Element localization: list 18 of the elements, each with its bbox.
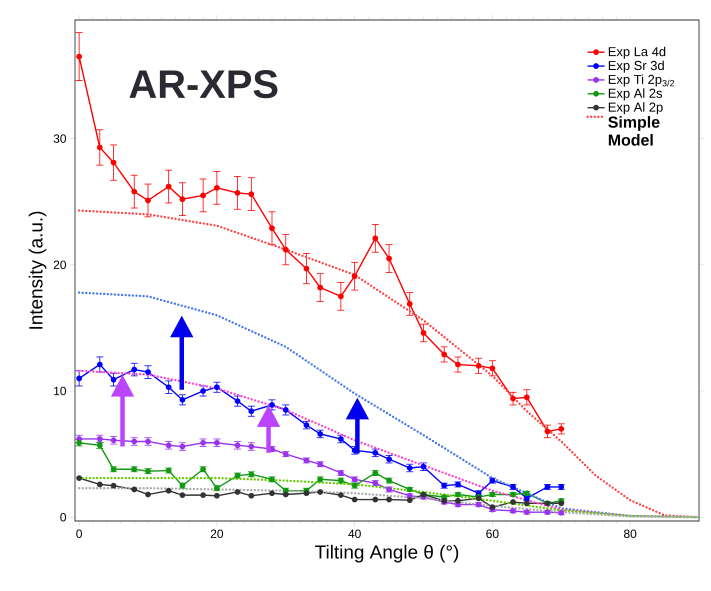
x-tick-label: 80 xyxy=(624,530,636,538)
y-tick-label: 30 xyxy=(54,134,66,143)
x-tick-label: 20 xyxy=(210,530,224,538)
y-tick-label: 10 xyxy=(54,386,66,396)
legend-label: Exp Sr 3d xyxy=(608,60,664,73)
y-tick-label: 0 xyxy=(60,512,66,522)
x-tick-label: 0 xyxy=(76,530,82,538)
x-axis-title: Tilting Angle θ (°) xyxy=(315,544,458,562)
text: AR-XPS xyxy=(129,70,278,98)
y-axis-title: Intensity (a.u.) xyxy=(28,212,46,329)
x-tick-label: 60 xyxy=(486,530,499,538)
legend-label: Exp Ti 2p$_{3/2}$ xyxy=(608,74,674,87)
legend-label: Exp Al 2p xyxy=(608,102,663,114)
y-tick-label: 20 xyxy=(54,260,66,270)
legend-label: Exp Al 2s xyxy=(608,88,662,100)
legend-label: Simple Model xyxy=(608,116,660,146)
x-tick-label: 40 xyxy=(348,530,361,538)
legend-label: Exp La 4d xyxy=(608,46,666,59)
